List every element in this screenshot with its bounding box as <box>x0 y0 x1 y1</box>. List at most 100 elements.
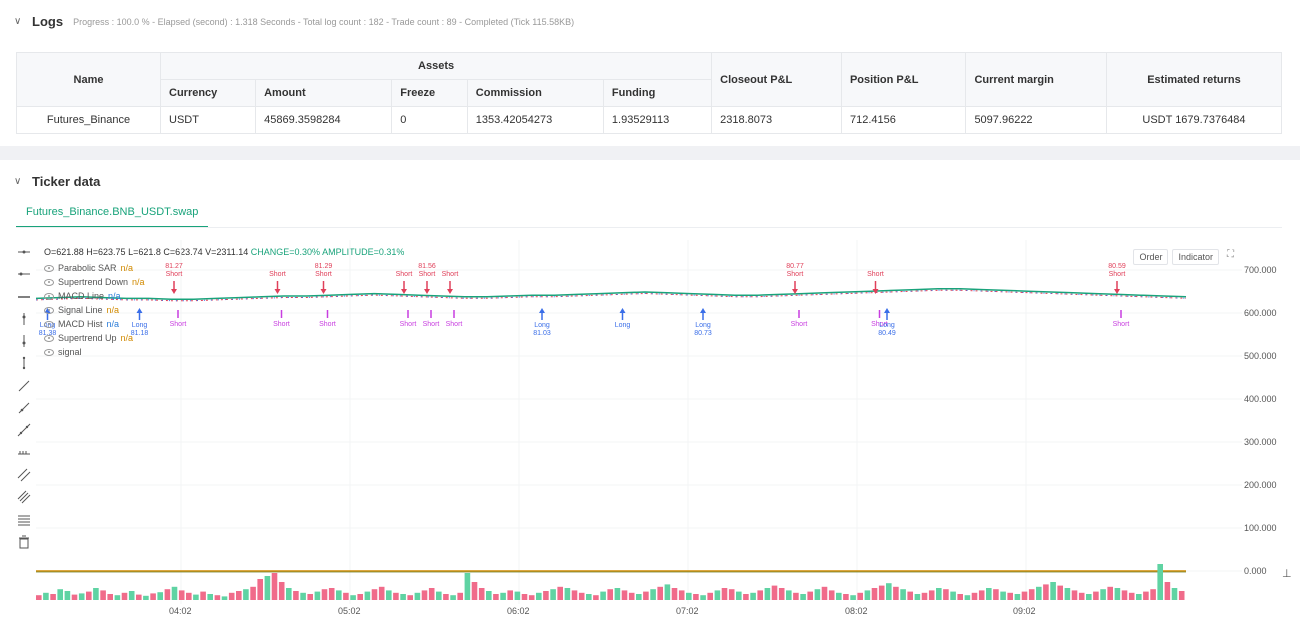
logs-header[interactable]: ∨ Logs Progress : 100.0 % - Elapsed (sec… <box>14 14 574 29</box>
macd-hist-bar <box>1128 592 1135 600</box>
legend-item-supertrend-up[interactable]: Supertrend Up n/a <box>44 331 145 345</box>
macd-hist-bar <box>428 588 435 600</box>
header-amount: Amount <box>255 79 393 107</box>
legend-item-signal[interactable]: signal <box>44 345 145 359</box>
price-chart[interactable]: Long81.38Long81.1881.27ShortShortShortSh… <box>36 240 1242 604</box>
supertrend-line <box>36 289 1187 302</box>
macd-hist-bar <box>700 595 706 600</box>
fullscreen-icon[interactable]: ⛶ <box>1227 249 1234 260</box>
eye-icon[interactable] <box>44 306 54 314</box>
legend-item-macd-hist[interactable]: MACD Hist n/a <box>44 317 145 331</box>
macd-hist-bar <box>150 593 156 600</box>
macd-hist-bar <box>1171 588 1178 600</box>
eye-icon[interactable] <box>44 320 54 328</box>
legend-item-parabolic-sar[interactable]: Parabolic SAR n/a <box>44 261 145 275</box>
signal-marker-label: Short <box>423 321 440 328</box>
eye-icon[interactable] <box>44 292 54 300</box>
y-tick-label: 0.000 <box>1244 566 1267 576</box>
macd-hist-bar <box>893 586 899 600</box>
vertical-segment-icon[interactable] <box>16 355 32 371</box>
tab-symbol[interactable]: Futures_Binance.BNB_USDT.swap <box>16 200 209 228</box>
macd-hist-bar <box>536 592 542 600</box>
macd-hist-bar <box>714 590 721 600</box>
eye-icon[interactable] <box>44 348 54 356</box>
horizontal-segment-icon[interactable] <box>16 289 32 305</box>
header-currency: Currency <box>159 79 257 107</box>
macd-hist-bar <box>621 590 628 600</box>
header-closeout: Closeout P&L <box>711 52 842 107</box>
chevron-down-icon[interactable]: ∨ <box>14 176 22 187</box>
macd-hist-bar <box>228 592 235 600</box>
indicator-button[interactable]: Indicator <box>1172 249 1219 265</box>
macd-hist-bar <box>628 592 635 600</box>
macd-hist-bar <box>386 590 392 600</box>
long-arrow <box>884 308 890 313</box>
macd-hist-bar <box>521 594 528 600</box>
trash-icon[interactable] <box>16 534 32 550</box>
macd-hist-bar <box>693 594 699 600</box>
vertical-line-icon[interactable] <box>16 311 32 327</box>
macd-hist-bar <box>264 576 271 600</box>
legend-value: n/a <box>120 263 134 273</box>
legend-item-signal-line[interactable]: Signal Line n/a <box>44 303 145 317</box>
horizontal-ray-icon[interactable] <box>16 244 32 260</box>
ticker-header[interactable]: ∨ Ticker data <box>14 174 100 189</box>
header-commission: Commission <box>466 79 604 107</box>
macd-hist-bar <box>236 591 242 600</box>
legend-label: Supertrend Down <box>58 277 129 287</box>
legend-label: signal <box>58 347 82 357</box>
macd-hist-bar <box>886 583 892 600</box>
fib-retracement-icon[interactable] <box>16 512 32 528</box>
macd-hist-bar <box>100 590 106 600</box>
tab-divider <box>16 227 1282 228</box>
eye-icon[interactable] <box>44 264 54 272</box>
table-row: Futures_Binance USDT 45869.3598284 0 135… <box>16 106 1283 134</box>
macd-hist-bar <box>350 595 356 600</box>
legend-label: Signal Line <box>58 305 103 315</box>
short-arrow <box>424 289 430 294</box>
signal-marker-label: Short <box>170 321 187 328</box>
macd-hist-bar <box>450 595 456 600</box>
ticker-title: Ticker data <box>32 174 101 189</box>
macd-hist-bar <box>1157 564 1163 600</box>
price-channel-icon[interactable] <box>16 445 32 461</box>
macd-hist-bar <box>300 592 306 600</box>
order-button[interactable]: Order <box>1133 249 1169 265</box>
macd-hist-bar <box>286 588 292 600</box>
macd-hist-bar <box>1071 590 1078 600</box>
macd-hist-bar <box>921 592 928 600</box>
macd-hist-bar <box>1050 582 1056 600</box>
macd-hist-bar <box>707 592 713 600</box>
y-tick-label: 100.000 <box>1244 523 1277 533</box>
cell-currency: USDT <box>159 106 257 134</box>
macd-hist-bar <box>200 591 206 600</box>
eye-icon[interactable] <box>44 278 54 286</box>
macd-hist-bar <box>571 590 578 600</box>
y-tick-label: 400.000 <box>1244 394 1277 404</box>
macd-hist-bar <box>64 591 71 600</box>
signal-label: Long <box>534 322 550 329</box>
ray-line-icon[interactable] <box>16 400 32 416</box>
y-tick-label: 500.000 <box>1244 351 1277 361</box>
legend-item-macd-line[interactable]: MACD Line n/a <box>44 289 145 303</box>
parallel-channel-icon[interactable] <box>16 467 32 483</box>
trend-line-icon[interactable] <box>16 378 32 394</box>
eye-icon[interactable] <box>44 334 54 342</box>
macd-hist-bar <box>586 594 592 600</box>
vertical-ray-icon[interactable] <box>16 333 32 349</box>
macd-hist-bar <box>314 591 321 600</box>
chevron-down-icon[interactable]: ∨ <box>14 16 22 27</box>
macd-hist-bar <box>421 590 428 600</box>
legend-item-supertrend-down[interactable]: Supertrend Down n/a <box>44 275 145 289</box>
macd-hist-bar <box>721 588 728 600</box>
macd-hist-bar <box>614 588 621 600</box>
macd-hist-bar <box>414 592 421 600</box>
extended-line-icon[interactable] <box>16 422 32 438</box>
macd-hist-bar <box>128 591 135 600</box>
fib-channel-icon[interactable] <box>16 489 32 505</box>
horizontal-line-icon[interactable] <box>16 266 32 282</box>
legend-label: Supertrend Up <box>58 333 117 343</box>
macd-hist-bar <box>814 589 821 600</box>
signal-value: Short <box>442 271 459 278</box>
pin-icon[interactable]: ⊥ <box>1282 568 1292 580</box>
